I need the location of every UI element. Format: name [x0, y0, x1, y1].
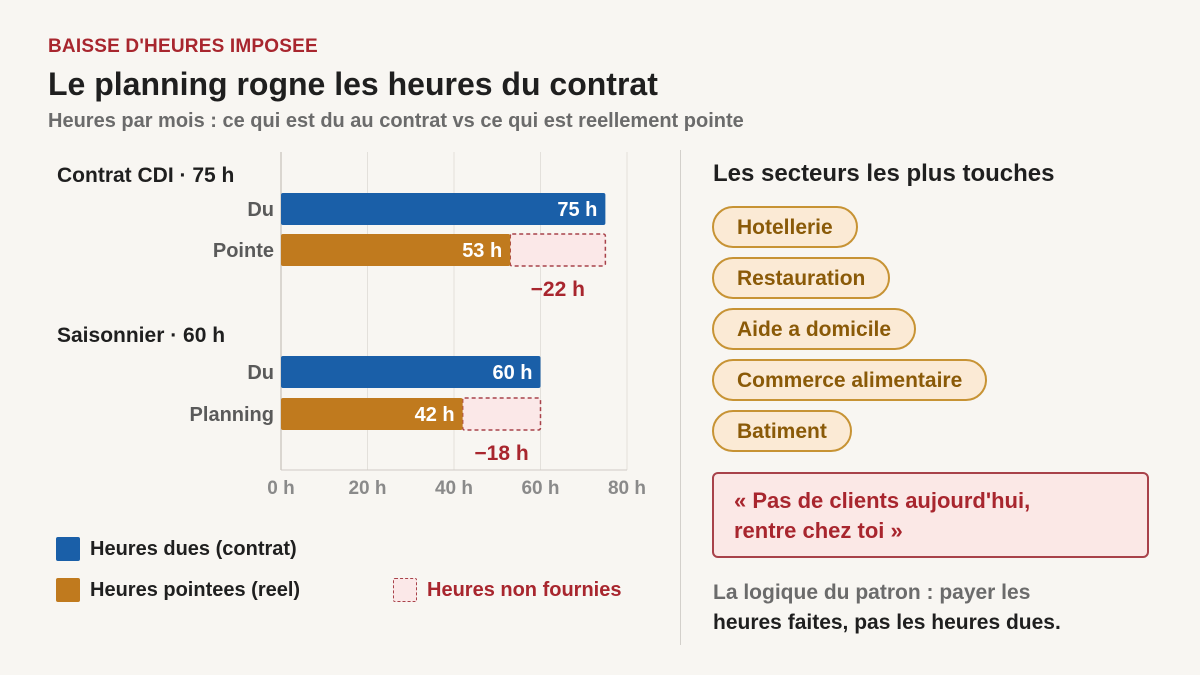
- legend-swatch-due: [56, 537, 80, 561]
- note-line-1: La logique du patron : payer les: [713, 581, 1031, 604]
- bar-value-label: 53 h: [462, 240, 502, 262]
- row-label: Du: [247, 199, 274, 221]
- bar-value-label: 75 h: [557, 199, 597, 221]
- due-bar: [281, 356, 541, 388]
- quote-line-1: « Pas de clients aujourd'hui,: [734, 488, 1031, 513]
- sector-tag: Hotellerie: [712, 206, 858, 248]
- gap-value-label: −18 h: [474, 442, 528, 465]
- legend-item-due: Heures dues (contrat): [56, 537, 297, 561]
- hours-bar-chart: 0 h 20 h 40 h 60 h 80 h Contrat CDI · 75 h Du 7…: [57, 152, 646, 499]
- explanatory-note: La logique du patron : payer les heures …: [713, 578, 1133, 638]
- actual-bar: [281, 398, 463, 430]
- gap-bar: [509, 233, 607, 267]
- x-tick-label: 80 h: [608, 478, 646, 499]
- actual-bar: [281, 234, 511, 266]
- quote-line-2: rentre chez toi »: [734, 518, 903, 543]
- sectors-title: Les secteurs les plus touches: [713, 160, 1055, 187]
- bar-value-label: 60 h: [492, 362, 532, 384]
- row-label: Planning: [190, 404, 274, 426]
- row-label: Du: [247, 362, 274, 384]
- due-bar: [281, 193, 606, 225]
- row-label: Pointe: [213, 240, 274, 262]
- column-divider: [680, 150, 681, 645]
- group-label: Contrat CDI · 75 h: [57, 164, 234, 187]
- legend-swatch-actual: [56, 578, 80, 602]
- page-title: Le planning rogne les heures du contrat: [48, 66, 658, 102]
- group-label: Saisonnier · 60 h: [57, 324, 225, 347]
- gap-value-label: −22 h: [531, 278, 585, 301]
- boss-quote: « Pas de clients aujourd'hui, rentre che…: [712, 472, 1149, 558]
- note-line-2: heures faites, pas les heures dues.: [713, 611, 1061, 634]
- legend-item-actual: Heures pointees (reel): [56, 578, 300, 602]
- legend-swatch-gap: [393, 578, 417, 602]
- sector-tag-list: Hotellerie Restauration Aide a domicile …: [712, 206, 988, 452]
- x-tick-label: 20 h: [348, 478, 386, 499]
- kicker: BAISSE D'HEURES IMPOSEE: [48, 36, 318, 57]
- gap-bar: [461, 397, 542, 431]
- x-tick-label: 40 h: [435, 478, 473, 499]
- sector-tag: Batiment: [712, 410, 852, 452]
- legend-label-due: Heures dues (contrat): [90, 537, 297, 560]
- legend-item-gap: Heures non fournies: [393, 578, 621, 602]
- x-tick-label: 60 h: [521, 478, 559, 499]
- sector-tag: Commerce alimentaire: [712, 359, 988, 401]
- bar-value-label: 42 h: [415, 404, 455, 426]
- legend-label-gap: Heures non fournies: [427, 578, 622, 601]
- sector-tag: Aide a domicile: [712, 308, 917, 350]
- sector-tag: Restauration: [712, 257, 891, 299]
- x-tick-label: 0 h: [267, 478, 294, 499]
- page-subtitle: Heures par mois : ce qui est du au contr…: [48, 110, 744, 132]
- legend-label-actual: Heures pointees (reel): [90, 578, 301, 601]
